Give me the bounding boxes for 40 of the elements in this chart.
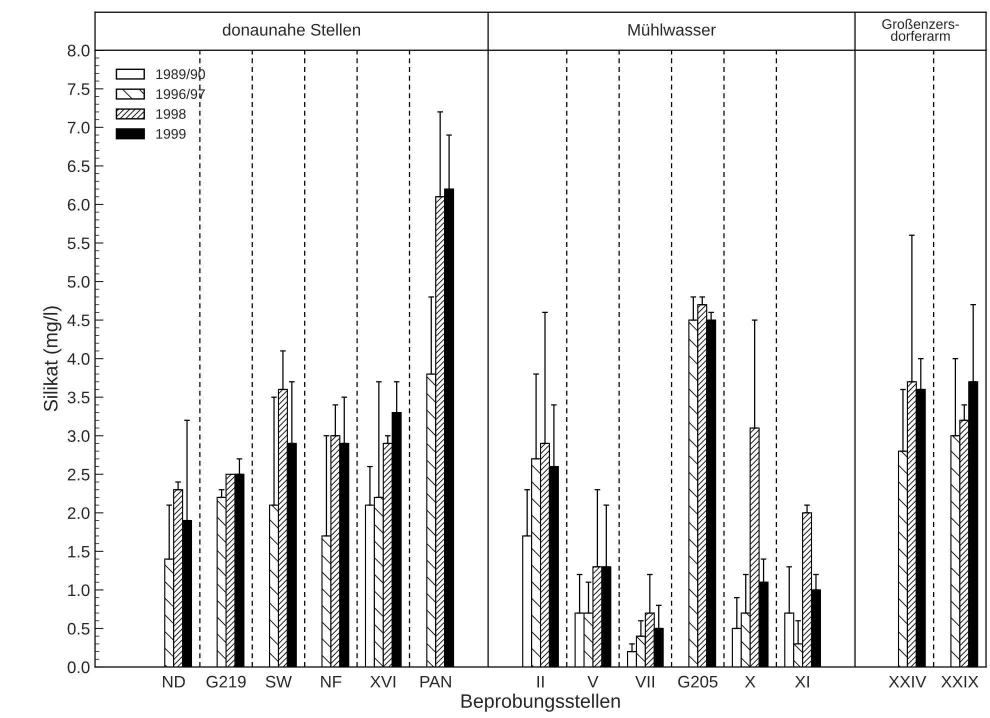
x-tick-label: VII [635, 676, 654, 688]
x-axis-title: Beprobungsstellen [462, 694, 620, 712]
y-tick-label: 8.0 [68, 44, 90, 56]
y-tick-label: 0.5 [68, 622, 90, 635]
legend-label: 1999 [156, 128, 186, 139]
text: Mühlwasser [628, 23, 716, 36]
y-tick-label: 5.0 [68, 276, 90, 288]
legend-label: 1996/97 [156, 88, 205, 100]
y-tick-label: 6.0 [68, 198, 90, 211]
y-tick-label: 4.5 [67, 314, 90, 326]
y-tick-label: 2.0 [68, 507, 90, 520]
x-tick-label: NF [321, 676, 342, 688]
x-tick-label: V [587, 676, 598, 688]
y-tick-label: 7.5 [68, 83, 90, 96]
legend-label: 1989/90 [156, 68, 205, 80]
x-tick-label: PAN [420, 676, 451, 688]
y-tick-label: 3.0 [68, 430, 90, 442]
x-tick-label: X [745, 676, 756, 688]
x-tick-label: XI [795, 676, 809, 688]
y-tick-label: 1.0 [68, 584, 90, 596]
x-tick-label: G219 [206, 676, 246, 688]
x-tick-label: SW [266, 676, 292, 688]
x-tick-label: XVI [370, 676, 396, 688]
y-tick-label: 0.0 [68, 661, 90, 674]
x-tick-label: XXIX [941, 676, 978, 688]
x-tick-label: ND [162, 676, 185, 688]
y-tick-label: 7.0 [68, 122, 90, 134]
y-tick-label: 6.5 [68, 160, 90, 172]
legend-label: 1998 [156, 109, 186, 119]
x-tick-label: II [537, 676, 544, 688]
x-tick-label: XXIV [888, 676, 926, 688]
y-axis-title: Silikat (mg/l) [43, 306, 62, 412]
x-tick-label: G205 [678, 676, 718, 688]
y-tick-label: 5.5 [68, 238, 90, 250]
y-tick-label: 2.5 [68, 468, 90, 480]
y-tick-label: 3.5 [68, 392, 90, 404]
y-tick-label: 1.5 [68, 546, 90, 558]
text: donaunahe Stellen [222, 23, 360, 36]
y-tick-label: 4.0 [67, 353, 90, 365]
text: Großenzers- dorferarm [882, 18, 959, 41]
